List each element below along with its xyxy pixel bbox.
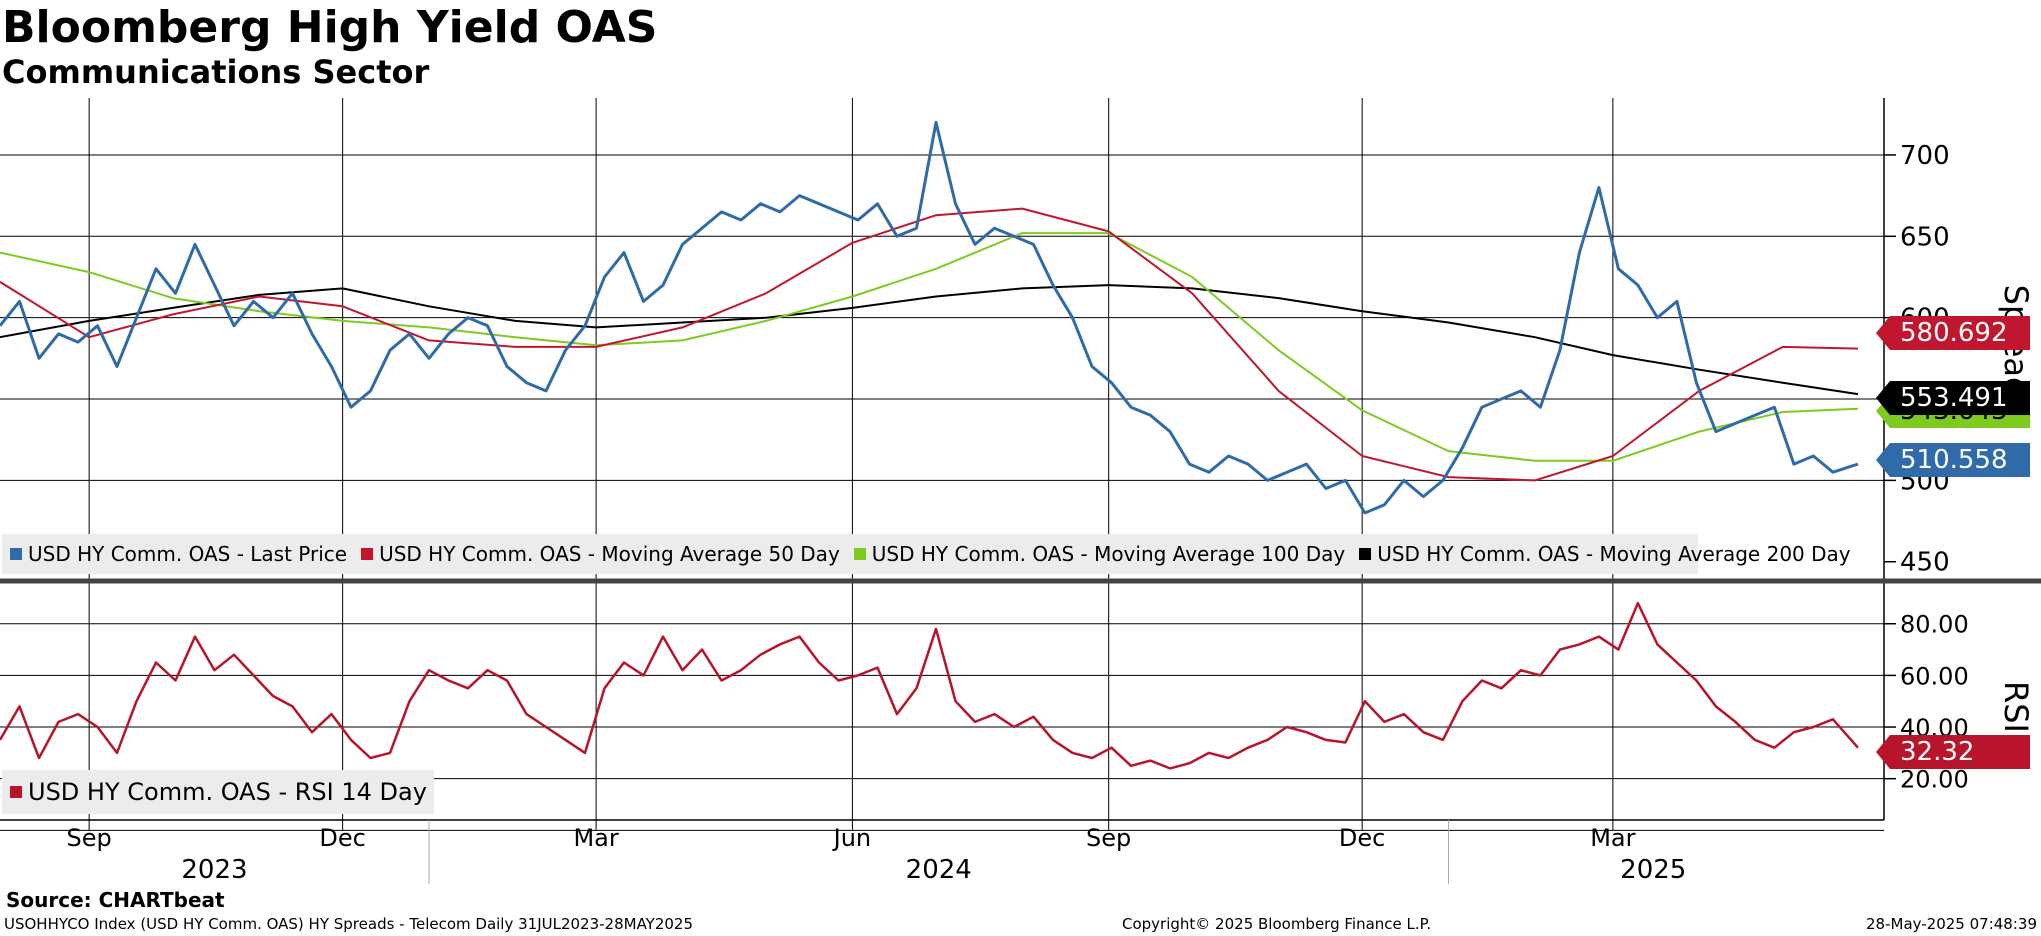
- legend-swatch: [1359, 548, 1372, 560]
- legend-item: USD HY Comm. OAS - Last Price: [10, 542, 347, 566]
- legend-swatch: [10, 548, 22, 560]
- legend-label: USD HY Comm. OAS - Moving Average 100 Da…: [871, 542, 1346, 566]
- chart-title: Bloomberg High Yield OAS: [2, 2, 658, 53]
- x-year-label: 2025: [1620, 855, 1686, 885]
- x-month-label: Dec: [1339, 824, 1385, 852]
- x-month-label: Mar: [573, 824, 618, 852]
- legend-label: USD HY Comm. OAS - Moving Average 200 Da…: [1377, 542, 1851, 566]
- rsi-tick-label: 20.00: [1900, 766, 1969, 794]
- footer-center: Copyright© 2025 Bloomberg Finance L.P.: [1122, 915, 1432, 933]
- ma50-tag: 580.692: [1876, 315, 2030, 350]
- rsi-tick-label: 60.00: [1900, 662, 1969, 690]
- x-month-label: Sep: [67, 824, 112, 852]
- ma200-tag: 553.491: [1876, 381, 2030, 416]
- x-month-label: Dec: [319, 824, 365, 852]
- legend-item: USD HY Comm. OAS - Moving Average 100 Da…: [853, 542, 1346, 566]
- rsi-tag: 32.32: [1876, 734, 2030, 769]
- last-price-line: [0, 120, 1859, 515]
- legend-swatch: [10, 786, 22, 798]
- spread-tick-label: 650: [1900, 222, 1950, 252]
- spread-tick-label: 450: [1900, 548, 1950, 578]
- x-year-label: 2023: [181, 855, 247, 885]
- x-month-label: Mar: [1590, 824, 1635, 852]
- source-note: Source: CHARTbeat: [6, 888, 225, 912]
- x-month-label: Sep: [1086, 824, 1131, 852]
- ma100-line: [0, 232, 1859, 462]
- x-month-label: Jun: [832, 824, 872, 852]
- rsi-line: [0, 601, 1859, 770]
- legend-label: USD HY Comm. OAS - Last Price: [28, 542, 348, 566]
- spread-tick-label: 700: [1900, 141, 1950, 171]
- chart-subtitle: Communications Sector: [2, 53, 430, 91]
- legend-item: USD HY Comm. OAS - Moving Average 200 Da…: [1359, 542, 1851, 566]
- legend-swatch: [853, 548, 866, 560]
- legend-label: USD HY Comm. OAS - Moving Average 50 Day: [379, 542, 840, 566]
- legend-item: USD HY Comm. OAS - RSI 14 Day: [10, 778, 427, 806]
- ma50-line: [0, 207, 1859, 482]
- legend-item: USD HY Comm. OAS - Moving Average 50 Day: [361, 542, 840, 566]
- legend-bottom: USD HY Comm. OAS - RSI 14 Day: [2, 770, 434, 814]
- x-year-label: 2024: [906, 855, 972, 885]
- legend-top: USD HY Comm. OAS - Last Price USD HY Comm…: [2, 534, 1851, 574]
- legend-swatch: [361, 548, 374, 560]
- footer-right: 28-May-2025 07:48:39: [1866, 915, 2037, 933]
- last-price-tag: 510.558: [1876, 443, 2030, 478]
- footer-left: USOHHYCO Index (USD HY Comm. OAS) HY Spr…: [4, 915, 694, 933]
- ma200-line: [0, 284, 1859, 396]
- rsi-tick-label: 80.00: [1900, 611, 1969, 639]
- legend-label: USD HY Comm. OAS - RSI 14 Day: [28, 778, 427, 806]
